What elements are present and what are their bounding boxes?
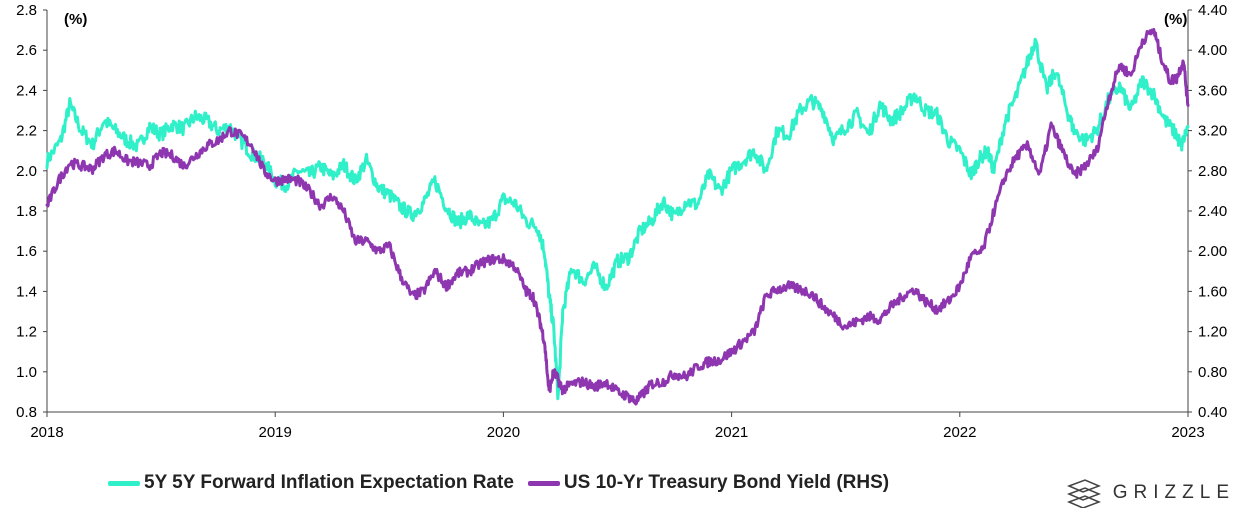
series-line-inflation [45,37,1190,401]
left-tick-label: 1.0 [16,364,37,381]
brand-name: GRIZZLE [1112,482,1235,503]
legend-swatch-inflation [108,480,140,486]
x-tick-label: 2020 [487,424,520,441]
right-tick-label: 0.80 [1198,364,1227,381]
legend-swatch-treasury [527,480,560,486]
right-tick-label: 2.40 [1198,203,1227,220]
right-tick-label: 3.60 [1198,82,1227,99]
x-tick-label: 2021 [715,424,748,441]
legend-item-treasury: US 10-Yr Treasury Bond Yield (RHS) [527,472,890,494]
chart-legend: 5Y 5Y Forward Inflation Expectation Rate… [108,472,903,494]
right-tick-label: 4.40 [1198,2,1227,19]
left-tick-label: 1.2 [16,324,37,341]
series-line-treasury [45,27,1190,406]
right-tick-label: 0.40 [1198,404,1227,421]
left-tick-label: 2.2 [16,123,37,140]
left-tick-label: 1.6 [16,243,37,260]
legend-item-inflation: 5Y 5Y Forward Inflation Expectation Rate [108,472,514,494]
x-tick-label: 2019 [259,424,292,441]
right-tick-label: 2.80 [1198,163,1227,180]
left-tick-label: 1.8 [16,203,37,220]
left-tick-label: 2.8 [16,2,37,19]
right-axis-unit: (%) [1164,11,1187,28]
right-tick-label: 3.20 [1198,123,1227,140]
brand-logo: GRIZZLE [1065,478,1235,508]
left-tick-label: 2.4 [16,82,37,99]
x-tick-label: 2018 [30,424,63,441]
left-tick-label: 1.4 [16,283,37,300]
left-tick-label: 2.0 [16,163,37,180]
right-tick-label: 2.00 [1198,243,1227,260]
x-tick-label: 2022 [943,424,976,441]
grizzle-logo-icon [1066,479,1101,508]
right-tick-label: 1.20 [1198,324,1227,341]
left-axis-unit: (%) [64,11,87,28]
right-tick-label: 4.00 [1198,42,1227,59]
x-tick-label: 2023 [1171,424,1204,441]
left-tick-label: 2.6 [16,42,37,59]
legend-label-inflation: 5Y 5Y Forward Inflation Expectation Rate [144,472,514,493]
right-tick-label: 1.60 [1198,283,1227,300]
left-tick-label: 0.8 [16,404,37,421]
legend-label-treasury: US 10-Yr Treasury Bond Yield (RHS) [563,472,890,493]
